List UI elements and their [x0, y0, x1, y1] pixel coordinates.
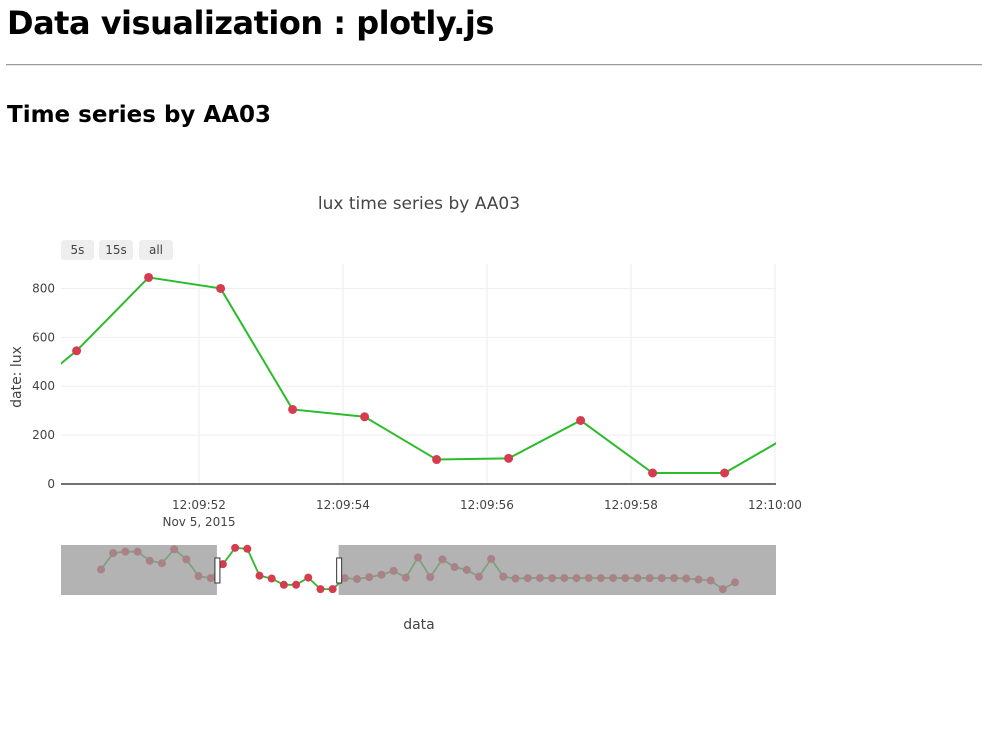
plot-area[interactable]: [0, 272, 801, 478]
data-point[interactable]: [360, 412, 370, 422]
range-slider-point: [255, 571, 264, 580]
y-axis-ticks: 0 200 400 600 800: [32, 281, 55, 491]
y-tick-label: 200: [32, 428, 55, 442]
range-slider-point: [218, 560, 227, 569]
y-tick-label: 800: [32, 281, 55, 295]
page-heading: Data visualization : plotly.js: [7, 4, 494, 42]
x-tick-label: 12:09:58: [604, 498, 658, 512]
range-slider-point: [279, 580, 288, 589]
range-slider-point: [316, 585, 325, 594]
range-button-all[interactable]: all: [139, 240, 173, 260]
data-point[interactable]: [720, 468, 730, 478]
range-slider-point: [328, 585, 337, 594]
data-point[interactable]: [432, 455, 442, 465]
range-slider-point: [304, 573, 313, 582]
data-point[interactable]: [144, 272, 154, 282]
range-slider-point: [292, 580, 301, 589]
range-slider-point: [267, 574, 276, 583]
data-point[interactable]: [576, 415, 586, 425]
data-point[interactable]: [72, 346, 82, 356]
x-tick-label: 12:09:52: [172, 498, 226, 512]
range-selector[interactable]: 5s 15s all: [61, 240, 173, 260]
series-line: [61, 276, 776, 474]
range-slider-mask-left: [61, 545, 217, 595]
y-tick-label: 0: [47, 477, 55, 491]
x-axis-label: data: [403, 617, 435, 633]
x-date-label: Nov 5, 2015: [162, 515, 235, 529]
chart-title: lux time series by AA03: [318, 194, 520, 214]
x-tick-label: 12:09:56: [460, 498, 514, 512]
range-slider-point: [231, 543, 240, 552]
time-series-chart[interactable]: lux time series by AA03 5s 15s all 0 200 4…: [0, 180, 982, 650]
gridlines: [61, 264, 776, 484]
data-point[interactable]: [0, 405, 9, 414]
y-tick-label: 600: [32, 330, 55, 344]
x-tick-label: 12:10:00: [748, 498, 802, 512]
range-slider[interactable]: [61, 543, 776, 595]
range-slider-point: [243, 544, 252, 553]
range-button-label: 15s: [105, 243, 127, 257]
data-point[interactable]: [216, 283, 226, 293]
page-subheading: Time series by AA03: [7, 102, 272, 128]
data-point[interactable]: [792, 427, 801, 436]
range-button-label: 5s: [71, 243, 85, 257]
y-tick-label: 400: [32, 379, 55, 393]
range-button-5s[interactable]: 5s: [61, 240, 94, 260]
range-button-15s[interactable]: 15s: [99, 240, 133, 260]
y-axis-label: date: lux: [9, 346, 25, 408]
data-point[interactable]: [504, 453, 514, 463]
range-slider-mask-right: [338, 545, 776, 595]
range-button-label: all: [149, 243, 163, 257]
range-slider-handle-left[interactable]: [214, 557, 221, 584]
range-slider-handle-right[interactable]: [336, 557, 343, 584]
data-point[interactable]: [648, 468, 658, 478]
x-tick-label: 12:09:54: [316, 498, 370, 512]
heading-divider: [6, 64, 982, 66]
x-axis-ticks: 12:09:52 12:09:54 12:09:56 12:09:58 12:10:00: [172, 498, 802, 512]
data-point[interactable]: [288, 404, 298, 414]
